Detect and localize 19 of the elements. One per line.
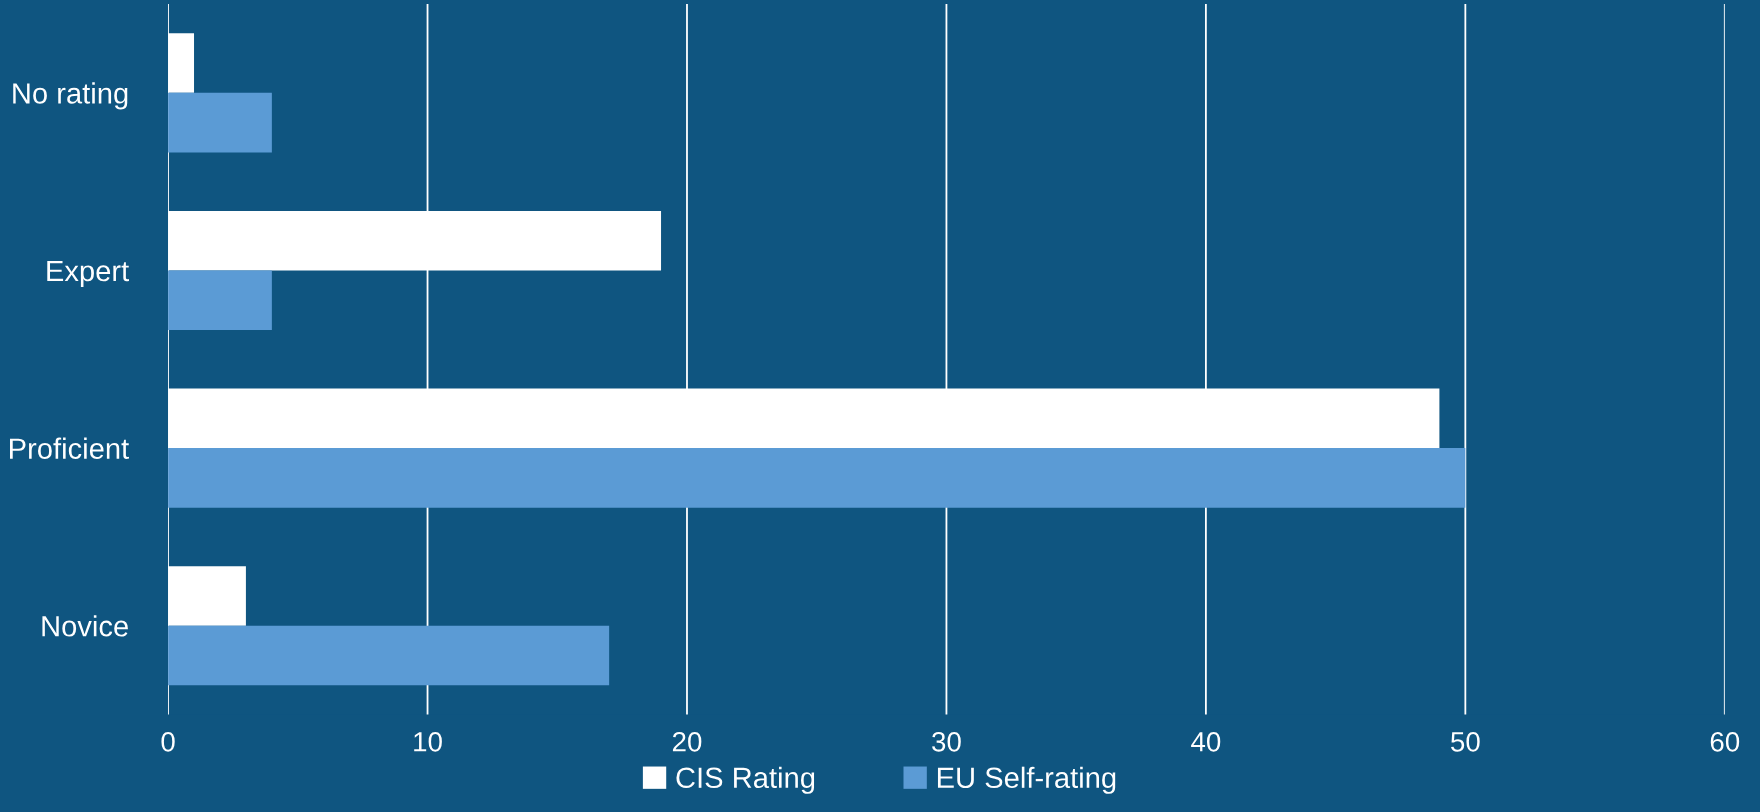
bar xyxy=(168,448,1466,508)
bar xyxy=(168,92,272,153)
legend-label: EU Self-rating xyxy=(937,766,1116,794)
y-tick-label: Novice xyxy=(42,615,128,637)
x-tick-label: 40 xyxy=(1191,731,1221,752)
bar xyxy=(168,566,246,626)
bar xyxy=(168,270,272,330)
bar xyxy=(168,625,610,686)
y-tick-label: Expert xyxy=(47,261,129,288)
x-tick-label: 60 xyxy=(1710,731,1740,752)
x-tick-label: 50 xyxy=(1451,731,1480,752)
bar xyxy=(168,33,195,93)
x-tick-label: 20 xyxy=(672,731,702,752)
x-tick-label: 10 xyxy=(414,731,442,752)
x-tick-label: 30 xyxy=(932,731,961,752)
y-tick-label: No rating xyxy=(13,82,128,110)
legend-label: CIS Rating xyxy=(676,766,815,794)
x-tick-label: 0 xyxy=(161,731,175,752)
y-tick-label: Proficient xyxy=(10,437,129,459)
